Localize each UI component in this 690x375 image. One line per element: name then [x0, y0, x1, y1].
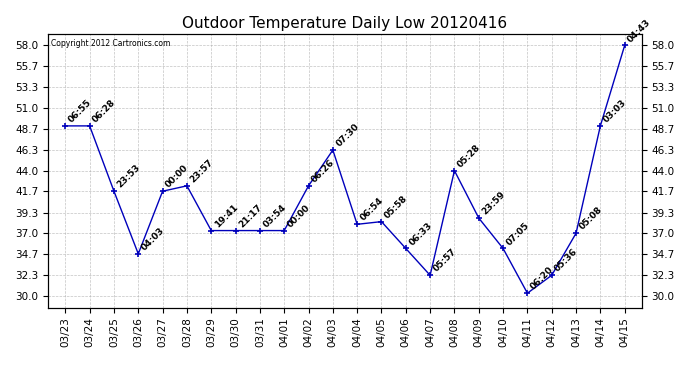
Text: 00:00: 00:00	[286, 203, 312, 229]
Text: 03:03: 03:03	[602, 98, 628, 124]
Title: Outdoor Temperature Daily Low 20120416: Outdoor Temperature Daily Low 20120416	[182, 16, 508, 31]
Text: 06:20: 06:20	[529, 266, 555, 292]
Text: 23:59: 23:59	[480, 190, 507, 217]
Text: 23:57: 23:57	[188, 158, 215, 184]
Text: 21:17: 21:17	[237, 202, 264, 229]
Text: 03:54: 03:54	[262, 202, 288, 229]
Text: 00:00: 00:00	[164, 164, 190, 190]
Text: 06:33: 06:33	[407, 220, 434, 247]
Text: 07:05: 07:05	[504, 220, 531, 247]
Text: 06:55: 06:55	[67, 98, 93, 124]
Text: 05:58: 05:58	[383, 194, 409, 220]
Text: 04:43: 04:43	[626, 17, 653, 44]
Text: 04:03: 04:03	[139, 226, 166, 252]
Text: 23:53: 23:53	[115, 163, 142, 190]
Text: 05:28: 05:28	[456, 143, 482, 169]
Text: 05:36: 05:36	[553, 248, 580, 274]
Text: 05:08: 05:08	[578, 206, 604, 232]
Text: 05:57: 05:57	[431, 247, 458, 274]
Text: 19:41: 19:41	[213, 202, 239, 229]
Text: 06:28: 06:28	[91, 98, 117, 124]
Text: 06:54: 06:54	[359, 196, 385, 223]
Text: Copyright 2012 Cartronics.com: Copyright 2012 Cartronics.com	[51, 39, 170, 48]
Text: 07:30: 07:30	[334, 122, 361, 148]
Text: 06:26: 06:26	[310, 158, 337, 184]
